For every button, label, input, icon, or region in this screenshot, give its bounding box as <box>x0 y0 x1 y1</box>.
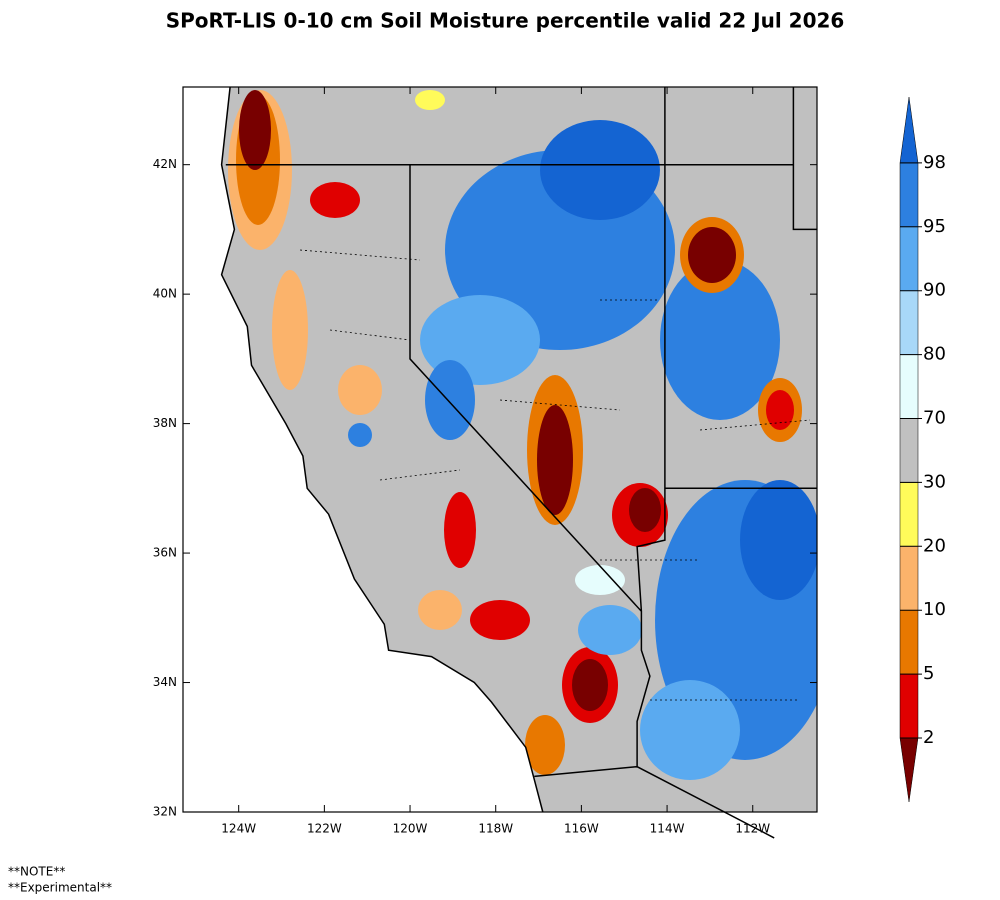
field-patch <box>629 488 661 532</box>
field-patch <box>239 90 271 170</box>
lat-tick-label: 36N <box>153 546 177 560</box>
colorbar-segment <box>899 737 919 803</box>
county-borders <box>299 249 811 701</box>
field-patch <box>444 492 476 568</box>
field-patch <box>525 715 565 775</box>
field-patch <box>688 227 736 283</box>
colorbar-segment <box>899 226 919 291</box>
field-patch <box>338 365 382 415</box>
moisture-field <box>228 90 818 780</box>
colorbar-label: 10 <box>923 599 946 620</box>
lat-tick-label: 38N <box>153 416 177 430</box>
lon-tick-label: 124W <box>221 822 256 836</box>
field-patch <box>348 423 372 447</box>
lon-tick-label: 112W <box>735 822 770 836</box>
colorbar-segment <box>899 546 919 611</box>
colorbar-label: 80 <box>923 344 946 365</box>
colorbar-label: 30 <box>923 471 946 492</box>
colorbar-segment <box>899 96 919 164</box>
colorbar-segment <box>899 609 919 675</box>
colorbar-segment <box>899 673 919 739</box>
colorbar-segment <box>899 418 919 483</box>
field-patch <box>537 405 573 515</box>
field-patch <box>660 260 780 420</box>
colorbar-label: 90 <box>923 280 946 301</box>
field-patch <box>418 590 462 630</box>
colorbar-segment <box>899 354 919 419</box>
field-patch <box>575 565 625 595</box>
colorbar-label: 2 <box>923 727 934 748</box>
title: SPoRT-LIS 0-10 cm Soil Moisture percenti… <box>166 9 845 33</box>
field-patch <box>415 90 445 110</box>
colorbar-label: 70 <box>923 408 946 429</box>
colorbar-label: 20 <box>923 535 946 556</box>
field-patch <box>740 480 818 600</box>
map <box>182 86 818 839</box>
lon-tick-label: 120W <box>393 822 428 836</box>
lon-tick-label: 118W <box>478 822 513 836</box>
colorbar-label: 95 <box>923 216 946 237</box>
field-patch <box>425 360 475 440</box>
colorbar: 2 5 10 20 30 70 80 90 95 98 <box>899 96 946 803</box>
coastline <box>220 86 544 813</box>
field-patch <box>310 182 360 218</box>
field-patch <box>572 659 608 711</box>
lat-tick-label: 40N <box>153 287 177 301</box>
map-frame <box>182 86 818 813</box>
colorbar-segment <box>899 482 919 547</box>
lat-tick-label: 34N <box>153 675 177 689</box>
lon-tick-label: 116W <box>564 822 599 836</box>
field-patch <box>766 390 794 430</box>
colorbar-label: 98 <box>923 152 946 173</box>
lon-tick-label: 114W <box>650 822 685 836</box>
field-patch <box>640 680 740 780</box>
lon-tick-label: 122W <box>307 822 342 836</box>
state-borders <box>225 87 817 839</box>
field-patch <box>578 605 642 655</box>
note: **Experimental** <box>8 881 112 895</box>
field-patch <box>540 120 660 220</box>
colorbar-segment <box>899 162 919 228</box>
colorbar-segment <box>899 290 919 355</box>
note: **NOTE** <box>8 865 65 879</box>
field-patch <box>470 600 530 640</box>
lat-tick-label: 32N <box>153 805 177 819</box>
field-patch <box>272 270 308 390</box>
lat-tick-label: 42N <box>153 157 177 171</box>
colorbar-label: 5 <box>923 663 934 684</box>
